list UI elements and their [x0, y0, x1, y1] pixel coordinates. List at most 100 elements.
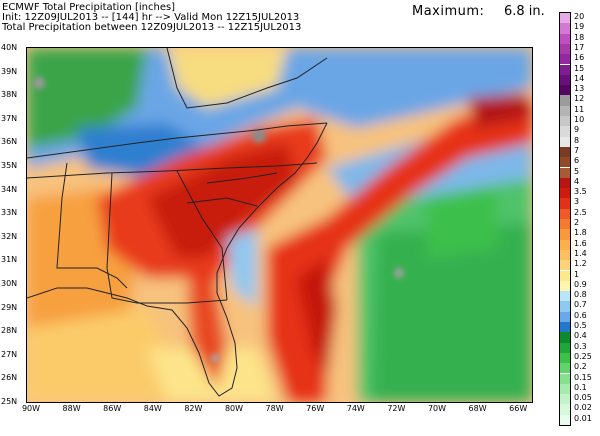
color-scale-label: 10: [574, 115, 585, 124]
longitude-label: 78W: [265, 404, 284, 413]
latitude-label: 40N: [1, 43, 18, 52]
color-scale-label: 2.5: [574, 207, 587, 217]
color-scale-label: 1.6: [574, 238, 587, 248]
color-scale-swatch: [560, 322, 570, 333]
latitude-label: 39N: [1, 66, 18, 76]
color-scale-swatch: [560, 33, 570, 44]
accumulation-period-line: Total Precipitation between 12Z09JUL2013…: [2, 22, 302, 33]
color-scale-label: 4: [574, 176, 580, 186]
color-scale-swatch: [560, 95, 570, 106]
color-scale-label: 1.8: [574, 228, 587, 238]
color-scale-label: 1.4: [574, 248, 587, 258]
longitude-label: 74W: [346, 404, 365, 413]
color-scale-swatch: [560, 23, 570, 34]
color-scale-label: 1: [574, 269, 580, 279]
color-scale-label: 11: [574, 104, 585, 114]
color-scale-swatch: [560, 13, 570, 24]
longitude-label: 82W: [184, 404, 203, 413]
color-scale-swatch: [560, 249, 570, 261]
color-scale-swatch: [560, 208, 570, 219]
color-scale-swatch: [560, 198, 570, 209]
longitude-label: 90W: [21, 404, 41, 413]
latitude-label: 28N: [1, 326, 18, 336]
color-scale-swatch: [560, 270, 570, 281]
color-scale-label: 0.1: [574, 382, 587, 392]
latitude-label: 35N: [1, 161, 18, 170]
color-scale-label: 19: [574, 22, 585, 32]
color-scale-label: 2: [574, 218, 580, 227]
color-scale-swatch: [560, 239, 570, 250]
color-scale-bar: [559, 12, 571, 426]
color-scale-swatch: [560, 146, 570, 158]
color-scale-swatch: [560, 219, 570, 230]
color-scale-swatch: [560, 157, 570, 168]
latitude-label: 29N: [1, 302, 18, 312]
color-scale-swatch: [560, 126, 570, 137]
latitude-label: 25N: [1, 397, 18, 406]
color-scale-label: 14: [574, 73, 585, 83]
color-scale-swatch: [560, 177, 570, 189]
longitude-label: 80W: [224, 404, 244, 413]
color-scale-swatch: [560, 85, 570, 96]
color-scale-label: 0.25: [574, 351, 592, 361]
color-scale-label: 0.02: [574, 403, 592, 413]
color-scale-swatch: [560, 383, 570, 395]
latitude-label: 34N: [1, 184, 18, 194]
maximum-value: 6.8 in.: [504, 4, 545, 19]
latitude-label: 32N: [1, 231, 18, 241]
color-scale-swatch: [560, 280, 570, 292]
color-scale-label: 17: [574, 42, 585, 52]
color-scale-swatch: [560, 188, 570, 199]
color-scale-label: 15: [574, 63, 585, 73]
color-scale-swatch: [560, 311, 570, 322]
longitude-label: 72W: [387, 404, 406, 413]
color-scale-label: 0.15: [574, 372, 592, 382]
color-scale-label: 16: [574, 53, 585, 63]
color-scale-label: 7: [574, 145, 580, 155]
precip-shading: [27, 48, 532, 402]
color-scale-label: 0.4: [574, 331, 587, 341]
init-valid-line: Init: 12Z09JUL2013 -- [144] hr --> Valid…: [2, 12, 300, 23]
color-scale-swatch: [560, 116, 570, 127]
color-scale-swatch: [560, 167, 570, 178]
precip-detail: [33, 77, 404, 362]
latitude-label: 38N: [1, 90, 18, 100]
longitude-label: 70W: [427, 404, 447, 413]
color-scale-swatch: [560, 342, 570, 353]
longitude-label: 88W: [62, 404, 81, 413]
color-scale-label: 1.2: [574, 259, 587, 269]
color-scale-label: 12: [574, 94, 585, 104]
latitude-label: 36N: [1, 137, 18, 147]
color-scale-swatch: [560, 373, 570, 384]
color-scale-swatch: [560, 54, 570, 65]
color-scale-label: 0.8: [574, 290, 587, 300]
precipitation-map: [26, 47, 533, 403]
color-scale-label: 0.3: [574, 341, 587, 351]
latitude-label: 26N: [1, 373, 18, 383]
precipitation-field: [27, 48, 532, 402]
color-scale-label: 0.5: [574, 321, 587, 330]
longitude-label: 86W: [103, 404, 122, 413]
maximum-label: Maximum:: [412, 4, 485, 19]
color-scale-label: 0.05: [574, 393, 592, 403]
color-scale-swatch: [560, 229, 570, 240]
latitude-label: 30N: [1, 279, 18, 288]
color-scale-swatch: [560, 301, 570, 312]
color-scale-label: 20: [574, 12, 585, 21]
longitude-label: 66W: [509, 404, 528, 413]
color-scale-label: 6: [574, 156, 580, 166]
color-scale-swatch: [560, 394, 570, 405]
longitude-label: 68W: [468, 404, 487, 413]
chart-title: ECMWF Total Precipitation [inches]: [2, 2, 176, 13]
color-scale-swatch: [560, 291, 570, 302]
latitude-label: 27N: [1, 349, 18, 359]
color-scale-label: 3: [574, 197, 580, 207]
color-scale-swatch: [560, 64, 570, 75]
color-scale-label: 0.01: [574, 413, 592, 423]
longitude-label: 76W: [306, 404, 325, 413]
color-scale-swatch: [560, 352, 570, 364]
latitude-label: 31N: [1, 255, 18, 265]
color-scale-label: 0.7: [574, 300, 587, 310]
color-scale-label: 8: [574, 135, 580, 145]
longitude-label: 84W: [143, 404, 162, 413]
